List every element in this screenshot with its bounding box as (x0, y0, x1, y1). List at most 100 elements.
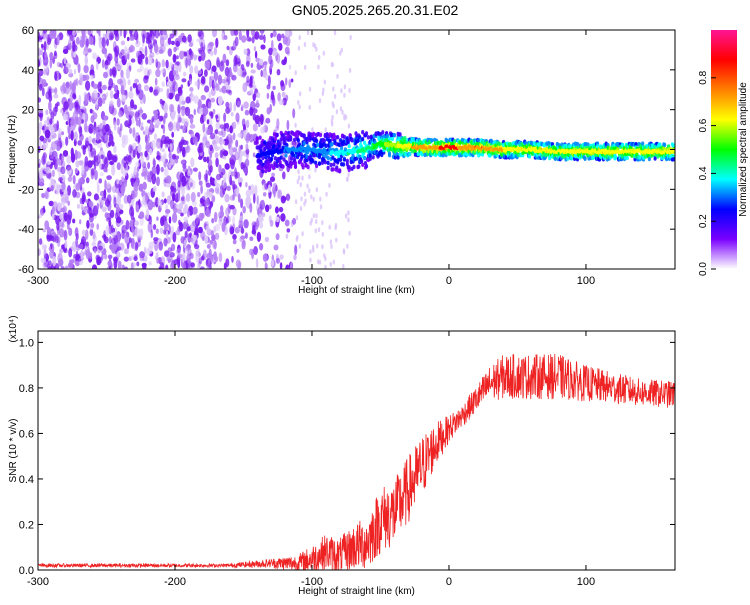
noise-cell (186, 253, 191, 264)
noise-cell (59, 212, 62, 220)
noise-cell (278, 206, 284, 213)
noise-cell (142, 33, 146, 44)
noise-cell (175, 40, 180, 47)
noise-cell (63, 229, 68, 241)
noise-cell (213, 251, 218, 261)
noise-cell (158, 241, 163, 251)
noise-cell (169, 33, 175, 39)
noise-cell (97, 97, 103, 107)
noise-cell (331, 114, 334, 120)
noise-cell (109, 90, 114, 99)
noise-cell (240, 144, 243, 150)
noise-cell (210, 87, 216, 97)
noise-cell (34, 192, 37, 200)
noise-cell (101, 200, 105, 206)
ridge-cell (381, 130, 385, 135)
heatmap-cells (34, 30, 675, 269)
noise-cell (164, 143, 169, 149)
ridge-cell (261, 155, 265, 161)
noise-cell (156, 150, 160, 157)
x-tick-label: -300 (27, 275, 49, 287)
noise-cell (251, 229, 256, 235)
noise-cell (70, 118, 75, 126)
noise-cell (275, 216, 280, 223)
noise-cell (282, 196, 287, 202)
noise-cell (299, 91, 302, 97)
noise-cell (100, 147, 103, 153)
noise-cell (212, 108, 216, 115)
noise-cell (321, 220, 324, 226)
noise-cell (297, 169, 300, 175)
noise-cell (198, 30, 205, 40)
noise-cell (237, 260, 241, 269)
noise-cell (133, 104, 138, 110)
ridge-cell (315, 138, 319, 144)
noise-cell (104, 253, 108, 260)
noise-cell (148, 261, 153, 266)
noise-cell (230, 134, 234, 144)
noise-cell (155, 138, 161, 149)
noise-cell (46, 160, 52, 165)
noise-cell (197, 261, 200, 269)
noise-cell (235, 112, 240, 123)
noise-cell (195, 214, 199, 225)
ridge-cell (352, 164, 356, 170)
noise-cell (169, 252, 175, 258)
noise-cell (155, 252, 159, 260)
main-title: GN05.2025.265.20.31.E02 (291, 2, 459, 18)
noise-cell (171, 77, 176, 89)
noise-cell (137, 134, 141, 143)
ridge-cell (315, 163, 319, 169)
noise-cell (57, 159, 62, 167)
noise-cell (190, 157, 195, 168)
noise-cell (155, 228, 159, 234)
noise-cell (90, 168, 95, 176)
noise-cell (165, 230, 169, 240)
ridge-cell (347, 165, 351, 170)
ridge-cell (323, 160, 327, 165)
noise-cell (276, 69, 281, 76)
noise-cell (339, 106, 343, 112)
noise-cell (63, 45, 69, 53)
noise-cell (143, 84, 150, 92)
noise-cell (145, 208, 150, 219)
noise-cell (158, 115, 164, 122)
noise-cell (154, 43, 159, 54)
noise-cell (134, 227, 140, 238)
noise-cell (332, 259, 335, 265)
noise-cell (281, 91, 286, 98)
noise-cell (264, 236, 270, 243)
noise-cell (271, 259, 275, 267)
noise-cell (149, 51, 155, 59)
noise-cell (204, 60, 208, 66)
noise-cell (84, 55, 88, 66)
noise-cell (65, 136, 69, 146)
noise-cell (187, 169, 191, 177)
noise-cell (180, 125, 184, 130)
noise-cell (101, 37, 107, 49)
noise-cell (125, 68, 130, 79)
noise-cell (334, 225, 337, 231)
noise-cell (49, 249, 55, 259)
noise-cell (325, 191, 328, 197)
noise-cell (60, 266, 65, 269)
noise-cell (237, 67, 243, 77)
noise-cell (156, 176, 160, 187)
noise-cell (120, 84, 125, 96)
noise-cell (224, 163, 230, 170)
noise-cell (200, 76, 206, 85)
noise-cell (72, 175, 76, 185)
noise-cell (84, 121, 88, 133)
noise-cell (85, 241, 89, 248)
noise-cell (107, 142, 112, 147)
noise-cell (211, 65, 217, 72)
noise-cell (53, 52, 58, 60)
noise-cell (245, 60, 250, 67)
noise-cell (34, 235, 37, 245)
noise-cell (275, 184, 278, 192)
noise-cell (119, 209, 124, 215)
noise-cell (170, 111, 176, 120)
noise-cell (207, 60, 211, 67)
noise-cell (143, 170, 148, 181)
